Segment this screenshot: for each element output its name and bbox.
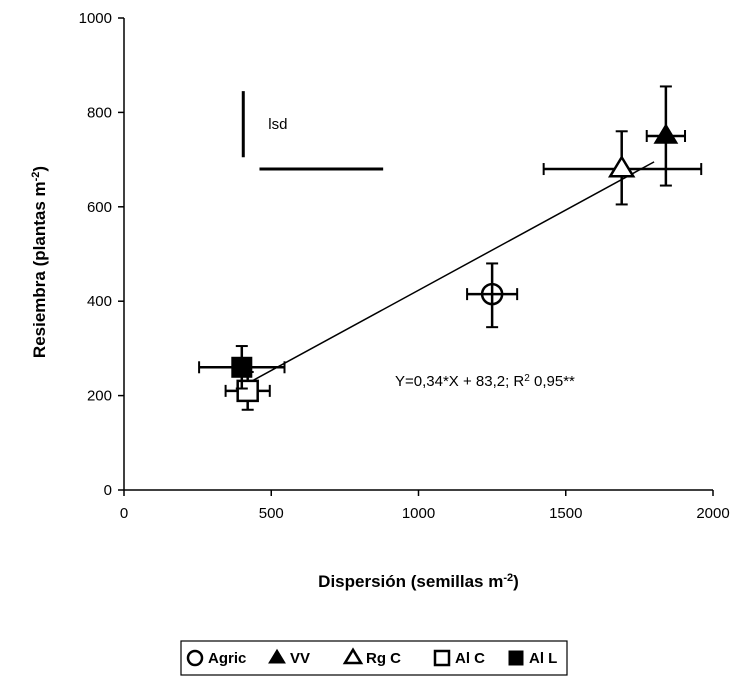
lsd-label: lsd — [268, 116, 287, 133]
equation-end: 0,95** — [530, 373, 575, 390]
y-tick-label: 200 — [87, 388, 112, 405]
data-point — [466, 262, 519, 329]
y-ticks: 0 200 400 600 800 1000 — [79, 10, 124, 499]
y-axis-title-end: ) — [30, 166, 49, 172]
equation-sup: 2 — [524, 373, 530, 384]
open-triangle-marker — [607, 154, 636, 178]
data-points — [198, 85, 703, 411]
y-tick-label: 800 — [87, 104, 112, 121]
x-axis-title-main: Dispersión (semillas m — [318, 572, 503, 591]
legend-label: Rg C — [366, 650, 401, 667]
x-tick-label: 500 — [259, 505, 284, 522]
open-square-marker — [433, 649, 451, 667]
regression-equation: Y=0,34*X + 83,2; R2 0,95** — [395, 373, 575, 391]
filled-triangle-marker — [653, 123, 679, 144]
x-ticks: 0 500 1000 1500 2000 — [120, 490, 730, 522]
legend-entry: Al C — [433, 649, 485, 667]
x-tick-label: 1500 — [549, 505, 582, 522]
filled-square-marker — [231, 356, 253, 378]
legend: Agric VV Rg C Al C Al L — [180, 640, 568, 676]
legend-box — [180, 640, 568, 676]
legend-entry: VV — [268, 648, 310, 667]
data-point — [645, 85, 687, 187]
data-point — [198, 345, 286, 390]
legend-entry: Al L — [508, 650, 557, 667]
legend-label: VV — [290, 650, 310, 667]
filled-triangle-marker — [268, 648, 286, 664]
y-tick-label: 1000 — [79, 10, 112, 27]
x-axis-title-end: ) — [513, 572, 519, 591]
x-tick-label: 2000 — [696, 505, 729, 522]
legend-entry: Agric — [186, 649, 246, 667]
x-tick-label: 0 — [120, 505, 128, 522]
open-triangle-marker — [342, 647, 364, 665]
data-point — [542, 130, 703, 206]
axes — [123, 18, 713, 491]
x-tick-label: 1000 — [402, 505, 435, 522]
legend-entry: Rg C — [342, 647, 401, 667]
y-axis-title-sup: -2 — [30, 172, 42, 182]
open-circle-marker — [480, 282, 504, 306]
y-tick-label: 0 — [104, 482, 112, 499]
lsd-bars: lsd — [241, 91, 384, 171]
equation-main: Y=0,34*X + 83,2; R — [395, 373, 524, 390]
x-axis-title-sup: -2 — [503, 572, 513, 584]
y-axis-title-main: Resiembra (plantas m — [30, 181, 49, 358]
regression-line — [247, 161, 655, 384]
y-tick-label: 600 — [87, 199, 112, 216]
legend-label: Agric — [208, 650, 246, 667]
open-circle-marker — [186, 649, 204, 667]
legend-label: Al L — [529, 650, 557, 667]
filled-square-marker — [508, 650, 524, 666]
y-axis-title: Resiembra (plantas m-2) — [30, 166, 49, 358]
legend-label: Al C — [455, 650, 485, 667]
y-tick-label: 400 — [87, 293, 112, 310]
x-axis-title: Dispersión (semillas m-2) — [318, 572, 519, 591]
